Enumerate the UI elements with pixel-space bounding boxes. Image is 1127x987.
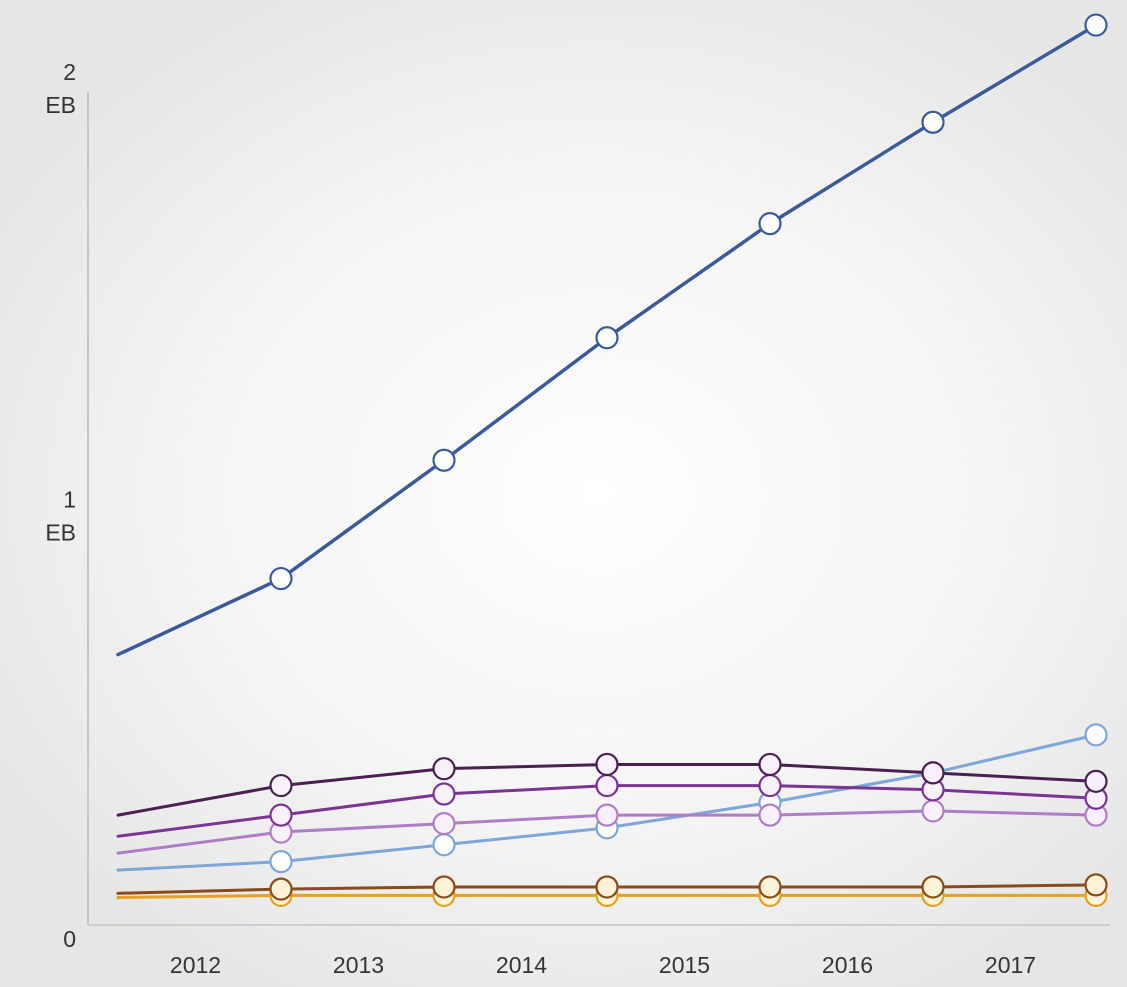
series-group xyxy=(116,873,1108,901)
x-tick-label: 2013 xyxy=(333,952,384,978)
data-point-marker xyxy=(269,850,293,874)
data-point-marker xyxy=(921,875,945,899)
y-tick-labels: 0 1 EB 2 EB xyxy=(45,59,76,952)
data-point-marker xyxy=(432,782,456,806)
y-tick-unit: EB xyxy=(45,92,76,118)
y-tick-label: 1 xyxy=(63,487,76,513)
series-group xyxy=(116,723,1108,874)
data-point-marker xyxy=(1084,873,1108,897)
y-tick-label: 0 xyxy=(63,926,76,952)
data-point-marker xyxy=(921,761,945,785)
data-point-marker xyxy=(758,773,782,798)
data-point-marker xyxy=(595,773,619,798)
data-point-marker xyxy=(269,566,293,591)
data-point-marker xyxy=(432,811,456,836)
series-group xyxy=(116,13,1108,657)
series-group xyxy=(116,752,1108,817)
data-point-marker xyxy=(269,773,293,798)
data-point-marker xyxy=(758,752,782,777)
data-point-marker xyxy=(921,110,945,134)
x-tick-label: 2014 xyxy=(496,952,547,978)
data-point-marker xyxy=(269,803,293,827)
data-point-marker xyxy=(595,875,619,899)
data-point-marker xyxy=(921,799,945,823)
data-point-marker xyxy=(758,212,782,236)
data-point-marker xyxy=(432,448,456,472)
series-group xyxy=(116,799,1108,855)
x-tick-label: 2017 xyxy=(985,952,1036,978)
series-layer xyxy=(116,13,1108,908)
data-point-marker xyxy=(595,326,619,350)
x-tick-label: 2016 xyxy=(822,952,873,978)
data-point-marker xyxy=(1084,723,1108,747)
data-point-marker xyxy=(595,803,619,827)
data-point-marker xyxy=(1084,769,1108,793)
data-point-marker xyxy=(432,875,456,899)
data-point-marker xyxy=(1084,13,1108,37)
y-tick-label: 2 xyxy=(63,59,76,85)
y-tick-unit: EB xyxy=(45,520,76,546)
x-tick-labels: 2012 2013 2014 2015 2016 2017 xyxy=(170,952,1036,978)
data-point-marker xyxy=(595,752,619,777)
data-point-marker xyxy=(432,833,456,857)
data-point-marker xyxy=(269,877,293,901)
x-tick-label: 2012 xyxy=(170,952,221,978)
data-point-marker xyxy=(758,803,782,827)
x-tick-label: 2015 xyxy=(659,952,710,978)
data-point-marker xyxy=(432,757,456,781)
data-point-marker xyxy=(758,875,782,899)
